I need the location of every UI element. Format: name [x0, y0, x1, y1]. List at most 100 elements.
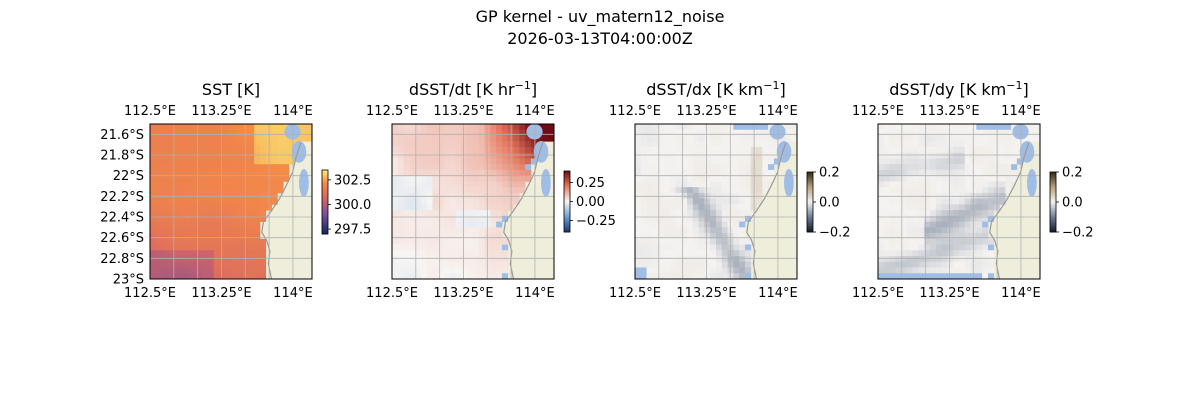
data-cell [426, 169, 433, 177]
data-cell [178, 141, 186, 148]
data-cell [698, 261, 705, 268]
data-cell [721, 267, 728, 274]
data-cell [397, 129, 404, 136]
data-cell [432, 267, 439, 274]
data-cell [190, 124, 197, 131]
data-cell [202, 141, 209, 148]
data-cell [490, 164, 497, 171]
data-cell [473, 244, 480, 251]
colorbar-segment [1050, 220, 1056, 222]
data-cell [918, 124, 925, 131]
data-cell [658, 187, 665, 194]
data-cell [161, 238, 168, 245]
data-cell [432, 273, 439, 280]
data-cell [236, 146, 243, 154]
data-cell [438, 141, 445, 148]
data-cell [964, 210, 971, 217]
data-cell [259, 135, 267, 142]
data-cell [878, 221, 885, 228]
data-cell [190, 152, 197, 159]
data-cell [883, 169, 890, 177]
data-cell [640, 227, 647, 234]
data-cell [236, 135, 243, 142]
data-cell [976, 175, 983, 182]
data-cell [635, 261, 642, 268]
data-cell [225, 158, 232, 165]
data-cell [392, 169, 399, 177]
data-cell [976, 233, 983, 240]
data-cell [438, 261, 445, 268]
data-cell [716, 164, 723, 171]
data-cell [248, 250, 255, 257]
data-cell [635, 124, 642, 131]
colorbar-tick-label: 297.5 [334, 223, 371, 238]
data-cell [167, 158, 174, 165]
data-cell [496, 141, 503, 148]
data-cell [519, 141, 526, 148]
data-cell [982, 152, 989, 159]
data-cell [409, 221, 416, 228]
data-cell [461, 221, 468, 228]
colorbar-segment [564, 227, 570, 230]
data-cell [254, 129, 261, 136]
data-cell [225, 221, 232, 228]
data-cell [895, 238, 902, 245]
data-cell [710, 158, 717, 165]
data-cell [924, 227, 931, 234]
colorbar-segment [564, 189, 570, 192]
data-cell [889, 227, 896, 234]
data-cell [161, 181, 168, 188]
colorbar-segment [1050, 218, 1056, 221]
data-cell [663, 124, 671, 131]
data-cell [744, 256, 752, 263]
data-cell [1011, 146, 1018, 154]
data-cell [173, 146, 180, 154]
data-cell [652, 227, 659, 234]
data-cell [196, 175, 203, 182]
data-cell [202, 152, 209, 159]
data-cell [964, 273, 971, 280]
data-cell [173, 187, 180, 194]
data-cell [155, 210, 162, 217]
data-cell [652, 273, 659, 280]
data-cell [739, 146, 746, 154]
data-cell [202, 124, 209, 131]
data-cell [236, 129, 243, 136]
data-cell [658, 244, 665, 251]
data-cell [236, 210, 243, 217]
colorbar-segment [322, 214, 328, 217]
data-cell [692, 256, 700, 263]
data-cell [225, 238, 232, 245]
data-cell [202, 238, 209, 245]
data-cell [420, 238, 428, 245]
data-cell [219, 198, 226, 205]
data-cell [941, 227, 948, 234]
data-cell [924, 261, 931, 268]
data-cell [490, 238, 497, 245]
data-cell [513, 124, 520, 131]
colorbar-segment [564, 199, 570, 202]
data-cell [941, 135, 948, 142]
data-cell [669, 135, 676, 142]
data-cell [744, 169, 752, 177]
data-cell [392, 238, 399, 245]
data-cell [959, 158, 966, 165]
data-cell [513, 164, 520, 171]
colorbar-segment [322, 195, 328, 198]
data-cell [173, 210, 180, 217]
data-cell [785, 129, 792, 136]
colorbar-tick-label: 0.25 [576, 176, 605, 191]
data-cell [196, 181, 203, 188]
data-cell [982, 146, 989, 154]
data-cell [733, 273, 740, 280]
colorbar-segment [322, 224, 328, 227]
data-cell [196, 204, 203, 211]
data-cell [935, 244, 943, 251]
data-cell [167, 233, 174, 240]
data-cell [930, 204, 937, 211]
data-cell [277, 187, 284, 194]
data-cell [1028, 124, 1035, 131]
colorbar-segment [322, 232, 328, 235]
data-cell [420, 141, 428, 148]
data-cell [912, 129, 919, 136]
